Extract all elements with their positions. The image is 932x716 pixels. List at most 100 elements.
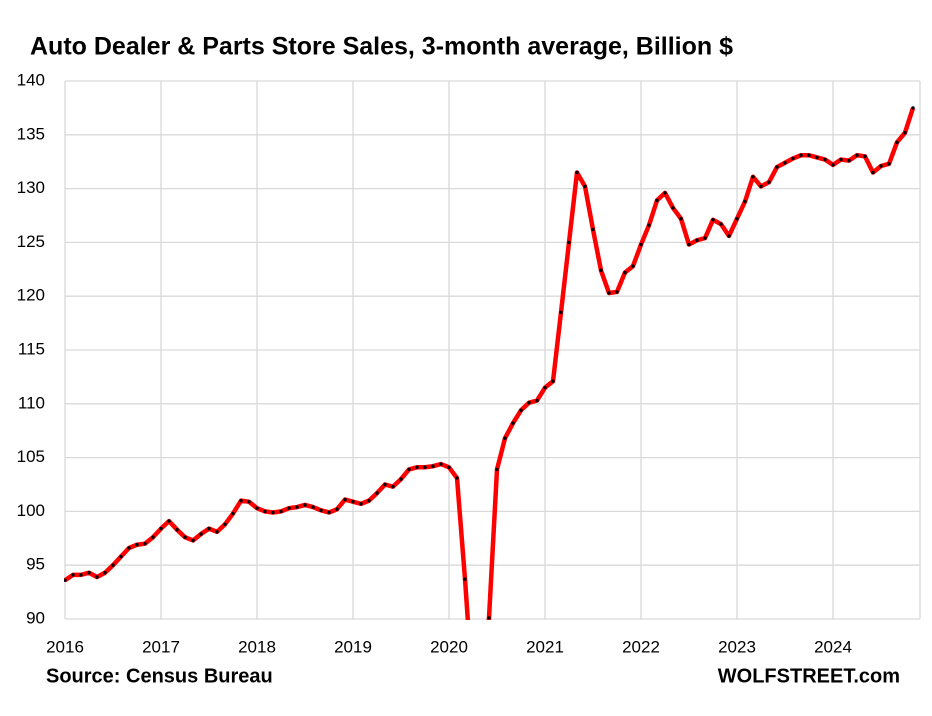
point [687, 242, 691, 247]
point [663, 191, 667, 195]
point [87, 571, 91, 575]
point [383, 482, 387, 487]
point [279, 509, 283, 514]
chart-title: Auto Dealer & Parts Store Sales, 3-month… [30, 33, 733, 61]
point [487, 616, 491, 620]
point [535, 398, 539, 403]
point [159, 526, 163, 531]
point [223, 522, 227, 527]
point [207, 526, 211, 531]
point [391, 484, 395, 489]
point [815, 155, 819, 160]
point [167, 519, 171, 523]
point [639, 242, 643, 247]
point [503, 436, 507, 440]
point [607, 291, 611, 295]
point [103, 571, 107, 575]
point [495, 467, 499, 472]
point [287, 506, 291, 510]
point [399, 477, 403, 481]
point [839, 157, 843, 162]
point [407, 467, 411, 472]
point [791, 156, 795, 161]
point [671, 206, 675, 210]
x-tick-label: 2021 [526, 637, 564, 656]
point [447, 465, 451, 469]
y-tick-label: 95 [26, 555, 45, 574]
y-tick-label: 115 [18, 339, 45, 358]
point [703, 236, 707, 240]
point [719, 222, 723, 226]
point [471, 693, 474, 696]
point [743, 199, 747, 204]
point [271, 510, 275, 515]
point [543, 385, 547, 390]
point [71, 573, 75, 577]
point [903, 130, 907, 135]
y-tick-label: 130 [17, 178, 45, 197]
point [263, 509, 267, 514]
point [127, 546, 131, 550]
point [319, 508, 323, 513]
point [231, 511, 235, 516]
point [767, 180, 771, 184]
point [359, 502, 363, 506]
point [559, 310, 563, 315]
point [887, 162, 891, 166]
x-tick-label: 2020 [430, 637, 468, 656]
point [151, 535, 155, 539]
point [783, 161, 787, 165]
point [551, 379, 555, 383]
point [439, 462, 443, 466]
point [847, 158, 851, 163]
point [751, 175, 755, 179]
y-tick-label: 105 [17, 447, 45, 466]
credit: WOLFSTREET.com [718, 665, 900, 687]
point [823, 157, 827, 162]
point [911, 106, 915, 110]
point [807, 153, 811, 157]
point [143, 541, 147, 546]
y-tick-label: 135 [17, 124, 45, 143]
plot-area [64, 106, 916, 696]
y-tick-label: 125 [17, 232, 45, 251]
point [415, 465, 419, 469]
grid [64, 80, 921, 620]
point [311, 505, 315, 509]
point [567, 240, 571, 245]
point [583, 184, 587, 189]
point [431, 464, 435, 468]
point [175, 527, 179, 532]
point [255, 506, 259, 510]
x-tick-label: 2023 [718, 637, 756, 656]
point [591, 227, 595, 232]
point [111, 563, 115, 567]
point [799, 153, 803, 157]
point [855, 153, 859, 157]
point [455, 476, 459, 480]
y-tick-label: 140 [17, 70, 45, 89]
point [95, 575, 99, 579]
point [695, 238, 699, 242]
x-tick-label: 2022 [622, 637, 660, 656]
source: Source: Census Bureau [46, 665, 273, 687]
point [775, 165, 779, 169]
point [463, 577, 467, 581]
point [191, 538, 195, 543]
y-tick-label: 90 [26, 608, 45, 627]
x-tick-label: 2019 [334, 637, 372, 656]
point [655, 198, 659, 203]
line [64, 107, 916, 620]
y-tick-label: 100 [17, 501, 45, 520]
point [727, 234, 731, 238]
point [735, 217, 739, 221]
point [423, 465, 427, 469]
point [647, 223, 651, 227]
point [599, 268, 603, 273]
point [631, 264, 635, 268]
point [183, 535, 187, 539]
point [343, 497, 347, 502]
point [239, 498, 243, 503]
